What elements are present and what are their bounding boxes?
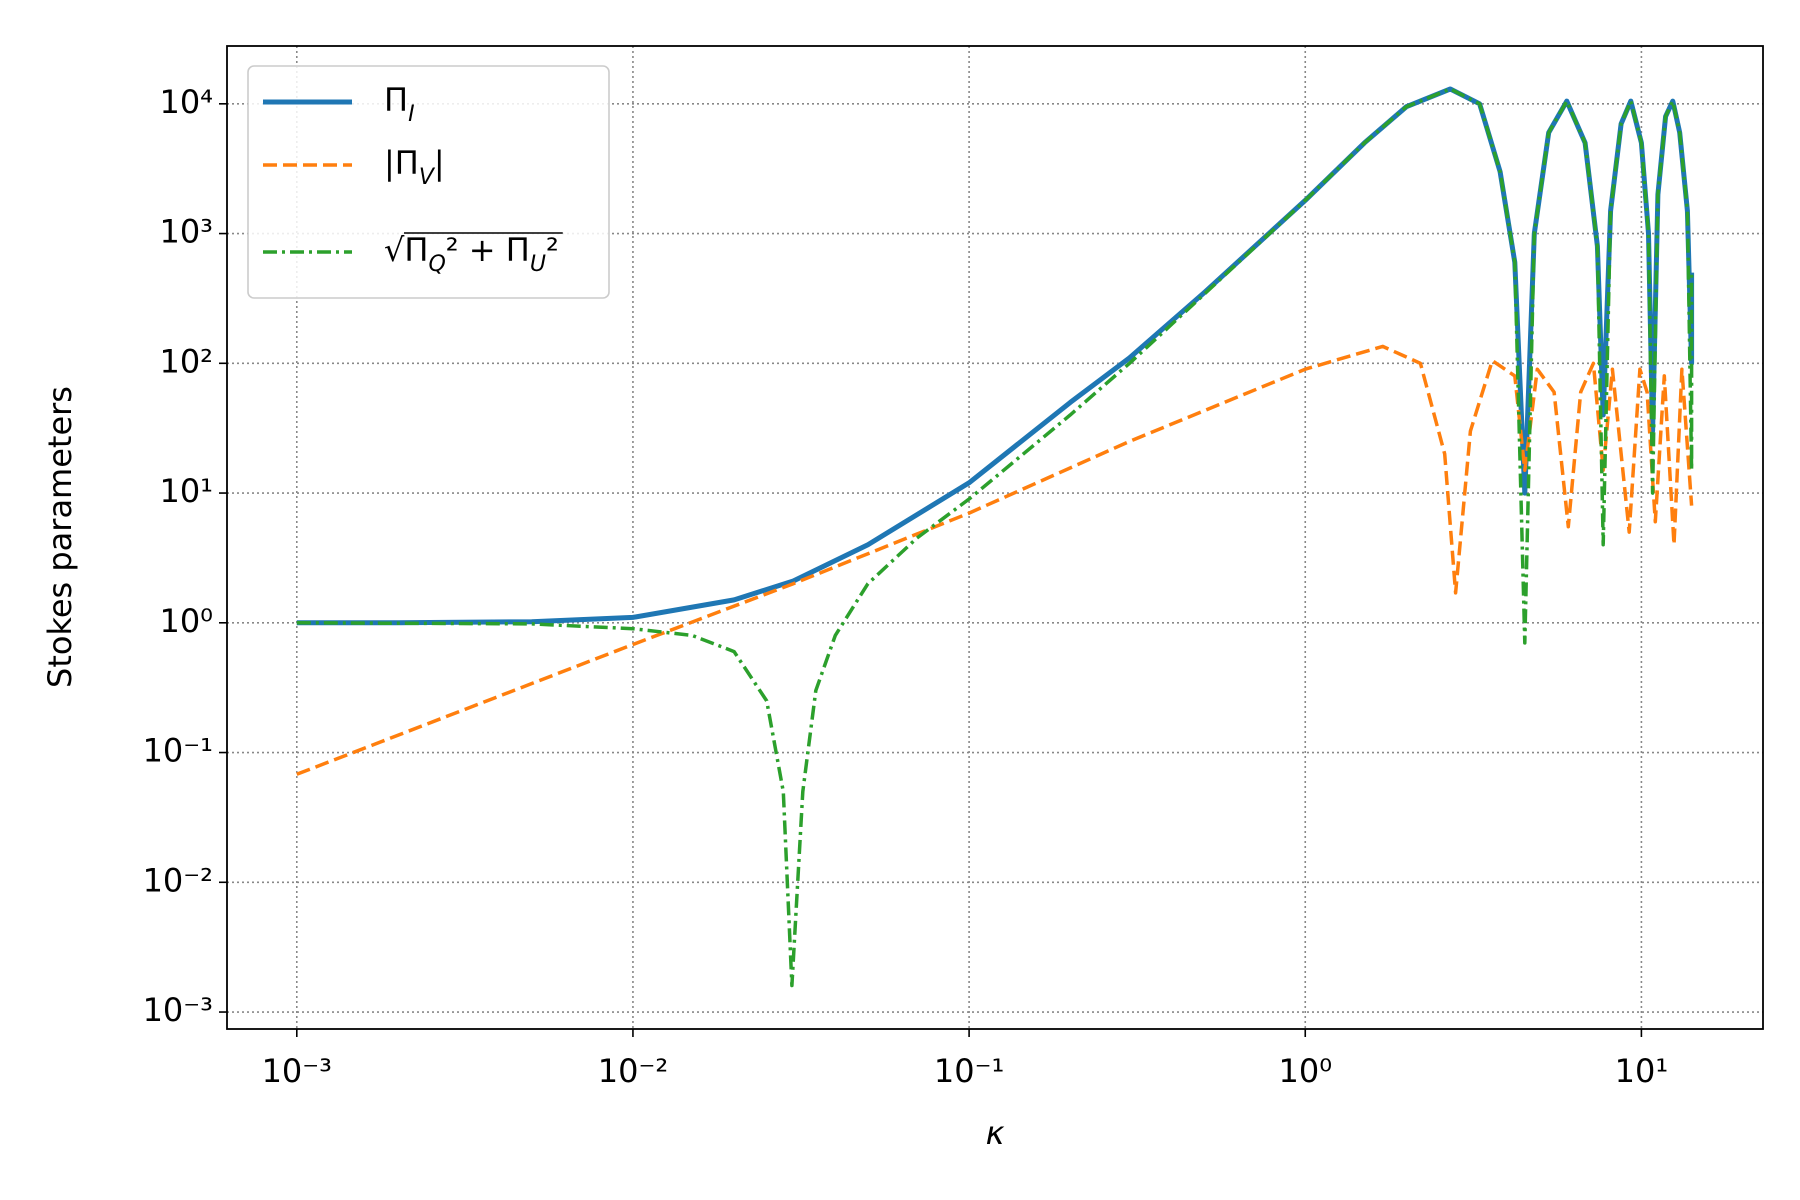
- x-tick-label: 10⁻¹: [934, 1052, 1004, 1090]
- axes-frame: [226, 45, 1764, 1030]
- legend-label: √ΠQ² + ΠU²: [384, 231, 559, 277]
- legend-label: ΠI: [384, 81, 415, 127]
- y-tick-label: 10⁰: [159, 602, 213, 640]
- y-tick-label: 10¹: [159, 472, 213, 510]
- y-tick-label: 10⁻¹: [143, 732, 213, 770]
- x-axis-label: κ: [986, 1114, 1005, 1152]
- y-axis-label: Stokes parameters: [41, 386, 79, 688]
- y-tick-label: 10⁴: [159, 83, 213, 121]
- y-tick-label: 10⁻³: [143, 991, 213, 1029]
- legend-label: |ΠV|: [384, 144, 445, 190]
- legend-box: [247, 65, 610, 299]
- series-line: [296, 87, 1694, 988]
- x-tick-label: 10⁻³: [262, 1052, 332, 1090]
- x-tick-label: 10⁻²: [598, 1052, 668, 1090]
- series-line: [296, 344, 1694, 776]
- y-tick-label: 10²: [159, 342, 213, 380]
- y-tick-label: 10³: [159, 213, 213, 251]
- series-line: [296, 86, 1695, 626]
- y-tick-label: 10⁻²: [143, 861, 213, 899]
- x-tick-label: 10¹: [1615, 1052, 1669, 1090]
- x-tick-label: 10⁰: [1278, 1052, 1332, 1090]
